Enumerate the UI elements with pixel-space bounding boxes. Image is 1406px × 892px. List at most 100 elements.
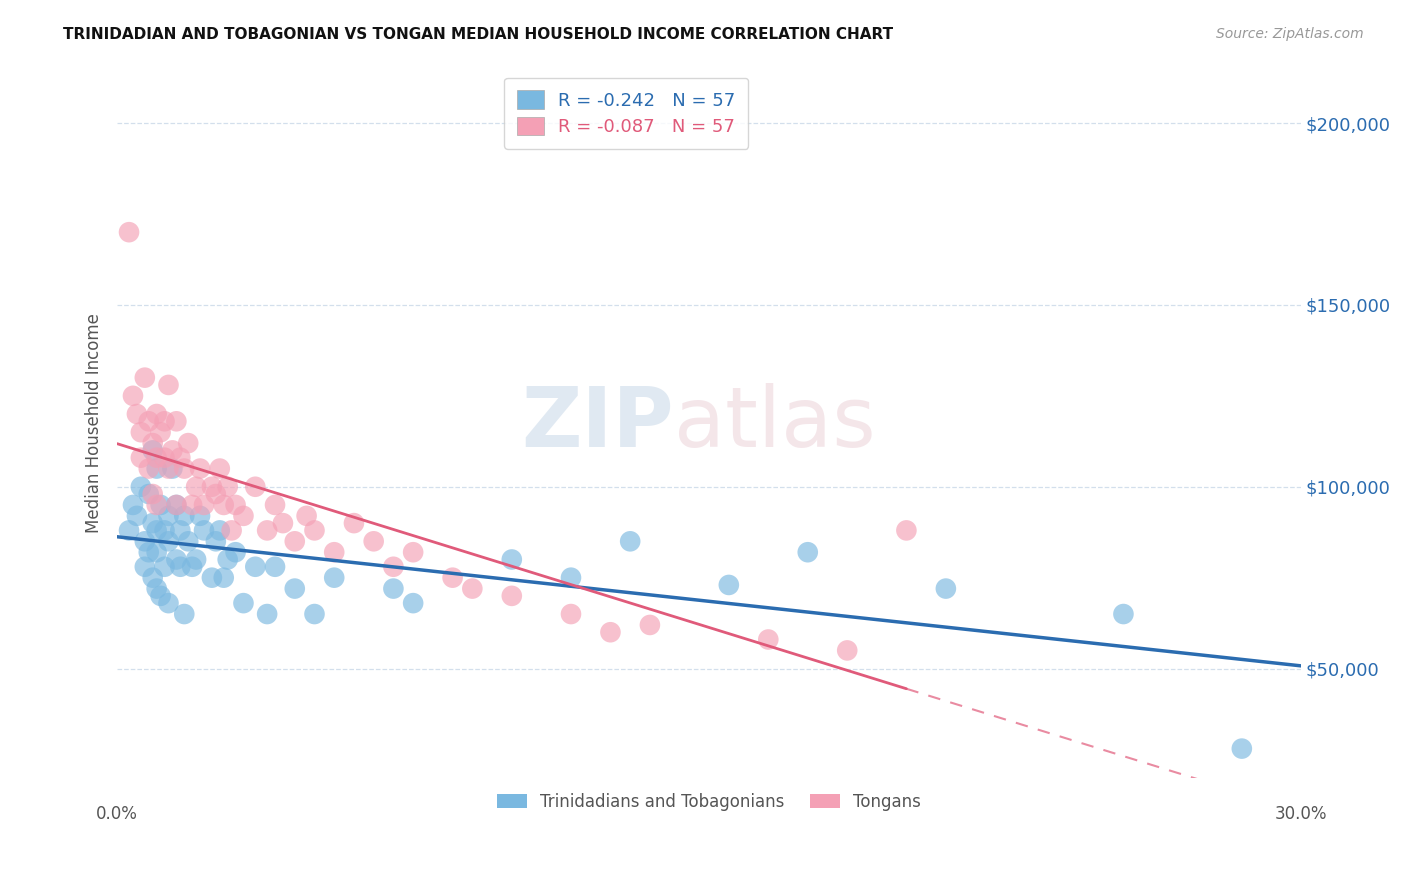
Point — [184, 552, 207, 566]
Point — [382, 582, 405, 596]
Text: ZIP: ZIP — [522, 383, 673, 464]
Point — [323, 545, 346, 559]
Text: TRINIDADIAN AND TOBAGONIAN VS TONGAN MEDIAN HOUSEHOLD INCOME CORRELATION CHART: TRINIDADIAN AND TOBAGONIAN VS TONGAN MED… — [63, 27, 893, 42]
Point — [157, 534, 180, 549]
Point — [501, 552, 523, 566]
Point — [1230, 741, 1253, 756]
Point — [756, 632, 779, 647]
Point — [271, 516, 294, 530]
Point — [138, 545, 160, 559]
Point — [184, 480, 207, 494]
Point — [122, 389, 145, 403]
Point — [205, 487, 228, 501]
Point — [181, 559, 204, 574]
Point — [142, 443, 165, 458]
Point — [188, 508, 211, 523]
Point — [217, 552, 239, 566]
Point — [169, 524, 191, 538]
Point — [208, 461, 231, 475]
Point — [153, 450, 176, 465]
Point — [165, 498, 187, 512]
Point — [343, 516, 366, 530]
Point — [129, 450, 152, 465]
Point — [837, 643, 859, 657]
Point — [304, 524, 326, 538]
Point — [284, 534, 307, 549]
Point — [142, 436, 165, 450]
Point — [638, 618, 661, 632]
Point — [896, 524, 918, 538]
Point — [599, 625, 621, 640]
Point — [169, 559, 191, 574]
Point — [212, 498, 235, 512]
Point — [461, 582, 484, 596]
Point — [145, 498, 167, 512]
Point — [173, 461, 195, 475]
Point — [619, 534, 641, 549]
Point — [149, 425, 172, 440]
Point — [165, 498, 187, 512]
Point — [382, 559, 405, 574]
Point — [145, 461, 167, 475]
Legend: Trinidadians and Tobagonians, Tongans: Trinidadians and Tobagonians, Tongans — [489, 784, 929, 819]
Point — [134, 534, 156, 549]
Point — [134, 559, 156, 574]
Point — [193, 498, 215, 512]
Point — [142, 516, 165, 530]
Point — [205, 534, 228, 549]
Point — [232, 508, 254, 523]
Point — [145, 407, 167, 421]
Point — [157, 596, 180, 610]
Point — [402, 545, 425, 559]
Point — [295, 508, 318, 523]
Point — [145, 545, 167, 559]
Point — [201, 571, 224, 585]
Text: Source: ZipAtlas.com: Source: ZipAtlas.com — [1216, 27, 1364, 41]
Point — [501, 589, 523, 603]
Point — [138, 461, 160, 475]
Point — [118, 524, 141, 538]
Point — [173, 508, 195, 523]
Point — [208, 524, 231, 538]
Point — [264, 498, 287, 512]
Point — [717, 578, 740, 592]
Point — [142, 487, 165, 501]
Point — [162, 461, 184, 475]
Point — [118, 225, 141, 239]
Point — [165, 552, 187, 566]
Point — [129, 425, 152, 440]
Point — [138, 487, 160, 501]
Point — [165, 414, 187, 428]
Y-axis label: Median Household Income: Median Household Income — [86, 313, 103, 533]
Point — [284, 582, 307, 596]
Point — [264, 559, 287, 574]
Point — [122, 498, 145, 512]
Point — [181, 498, 204, 512]
Point — [145, 582, 167, 596]
Point — [177, 436, 200, 450]
Point — [256, 607, 278, 621]
Point — [225, 545, 247, 559]
Point — [169, 450, 191, 465]
Point — [177, 534, 200, 549]
Point — [201, 480, 224, 494]
Point — [149, 498, 172, 512]
Point — [145, 450, 167, 465]
Point — [142, 571, 165, 585]
Text: 30.0%: 30.0% — [1275, 805, 1327, 823]
Point — [188, 461, 211, 475]
Point — [129, 480, 152, 494]
Point — [153, 414, 176, 428]
Point — [560, 571, 582, 585]
Point — [134, 370, 156, 384]
Point — [138, 414, 160, 428]
Point — [173, 607, 195, 621]
Point — [145, 524, 167, 538]
Point — [256, 524, 278, 538]
Point — [149, 589, 172, 603]
Point — [797, 545, 820, 559]
Point — [560, 607, 582, 621]
Point — [323, 571, 346, 585]
Point — [217, 480, 239, 494]
Point — [221, 524, 243, 538]
